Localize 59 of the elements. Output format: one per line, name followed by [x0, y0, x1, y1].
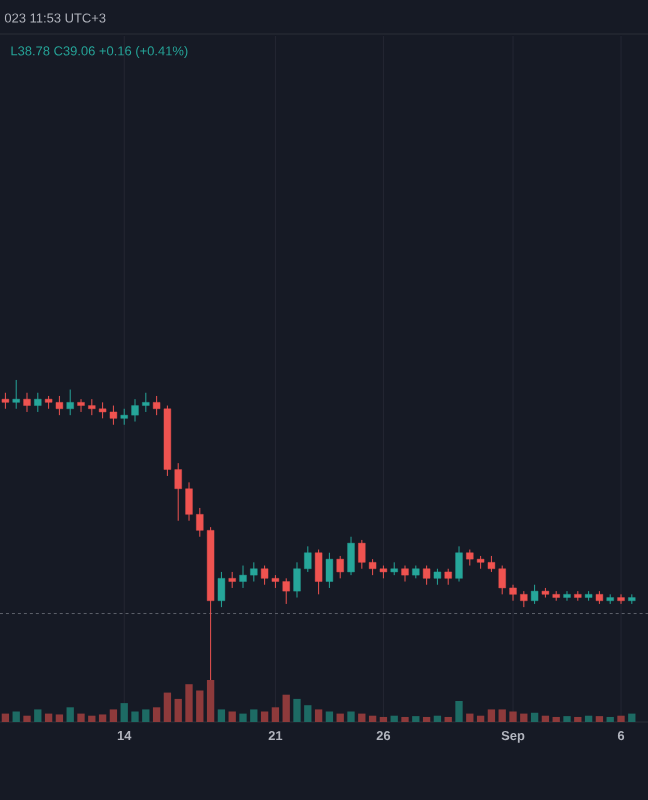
candlestick	[336, 555, 344, 579]
bar	[563, 716, 571, 722]
bar	[617, 715, 625, 722]
candlestick	[34, 392, 42, 413]
candlestick	[23, 392, 31, 413]
bar	[455, 701, 463, 722]
bar	[606, 716, 614, 722]
bar	[584, 715, 593, 722]
bar	[530, 712, 539, 722]
bar	[368, 715, 377, 722]
bar	[444, 716, 452, 722]
candlestick	[563, 590, 571, 602]
bar	[55, 714, 64, 722]
bar	[44, 713, 53, 722]
bar	[206, 680, 215, 722]
candlestick	[325, 552, 334, 589]
bar	[282, 694, 290, 722]
bar	[628, 713, 636, 722]
bar	[23, 715, 31, 722]
bar	[271, 707, 280, 722]
bar	[228, 711, 236, 722]
candlestick	[455, 545, 463, 583]
bar	[412, 716, 420, 722]
bar	[260, 711, 269, 722]
bar	[152, 707, 161, 722]
bar	[433, 715, 442, 722]
bar	[422, 716, 431, 722]
bar	[12, 711, 20, 722]
candlestick	[401, 565, 409, 583]
bar	[574, 716, 582, 722]
bar	[401, 716, 409, 722]
bar	[347, 711, 355, 722]
bar	[595, 716, 604, 722]
bar	[66, 707, 74, 722]
bar	[98, 714, 107, 722]
bar	[109, 709, 118, 722]
bar	[390, 715, 398, 722]
candlestick	[314, 549, 323, 595]
bar	[379, 716, 388, 722]
bar	[466, 713, 474, 722]
bar	[336, 713, 344, 722]
bar	[325, 711, 334, 722]
candlestick	[617, 593, 625, 605]
bar	[314, 709, 323, 722]
candlestick	[422, 565, 431, 586]
bar	[476, 715, 485, 722]
candlestick	[530, 584, 539, 605]
bar	[552, 716, 560, 722]
candlestick	[66, 389, 74, 416]
bar	[217, 709, 226, 722]
bar	[1, 713, 10, 722]
bar	[34, 709, 42, 722]
bar	[358, 713, 366, 722]
bar	[487, 709, 496, 722]
candlestick	[347, 536, 355, 576]
candlestick	[217, 571, 226, 608]
candlestick	[12, 379, 20, 410]
bar	[163, 692, 172, 722]
bar	[541, 715, 550, 722]
